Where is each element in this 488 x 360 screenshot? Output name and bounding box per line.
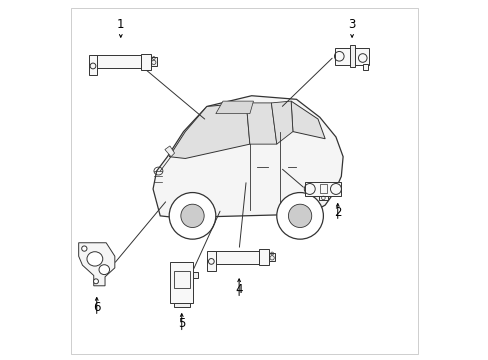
Bar	[258, 249, 268, 265]
Polygon shape	[271, 101, 292, 144]
Bar	[140, 54, 150, 69]
Bar	[362, 64, 367, 70]
Bar	[305, 182, 341, 196]
Bar	[335, 48, 350, 65]
Bar	[173, 303, 189, 307]
Polygon shape	[169, 103, 249, 158]
Bar	[319, 196, 327, 200]
Polygon shape	[79, 243, 115, 286]
Bar	[193, 272, 198, 278]
Text: 2: 2	[333, 206, 341, 219]
Text: 3: 3	[347, 18, 355, 31]
Bar	[150, 57, 157, 66]
Bar	[212, 251, 258, 264]
Ellipse shape	[87, 252, 102, 266]
Text: 4: 4	[235, 283, 243, 296]
Bar	[350, 48, 368, 65]
Circle shape	[181, 204, 203, 228]
Circle shape	[93, 279, 98, 284]
Bar	[319, 184, 326, 193]
Bar	[94, 55, 140, 68]
Text: 1: 1	[117, 18, 124, 31]
Ellipse shape	[99, 265, 109, 275]
Text: 5: 5	[178, 317, 185, 330]
Circle shape	[288, 204, 311, 228]
Text: 6: 6	[93, 301, 101, 314]
Bar	[268, 253, 275, 261]
Polygon shape	[246, 103, 276, 144]
Bar	[349, 45, 354, 67]
Bar	[88, 55, 97, 75]
Bar	[170, 262, 193, 303]
Polygon shape	[164, 146, 174, 157]
Bar	[173, 271, 189, 288]
Polygon shape	[290, 101, 325, 139]
Circle shape	[81, 246, 87, 251]
Polygon shape	[153, 96, 343, 218]
Polygon shape	[215, 101, 253, 114]
Bar	[206, 251, 215, 271]
Circle shape	[169, 193, 215, 239]
Circle shape	[276, 193, 323, 239]
